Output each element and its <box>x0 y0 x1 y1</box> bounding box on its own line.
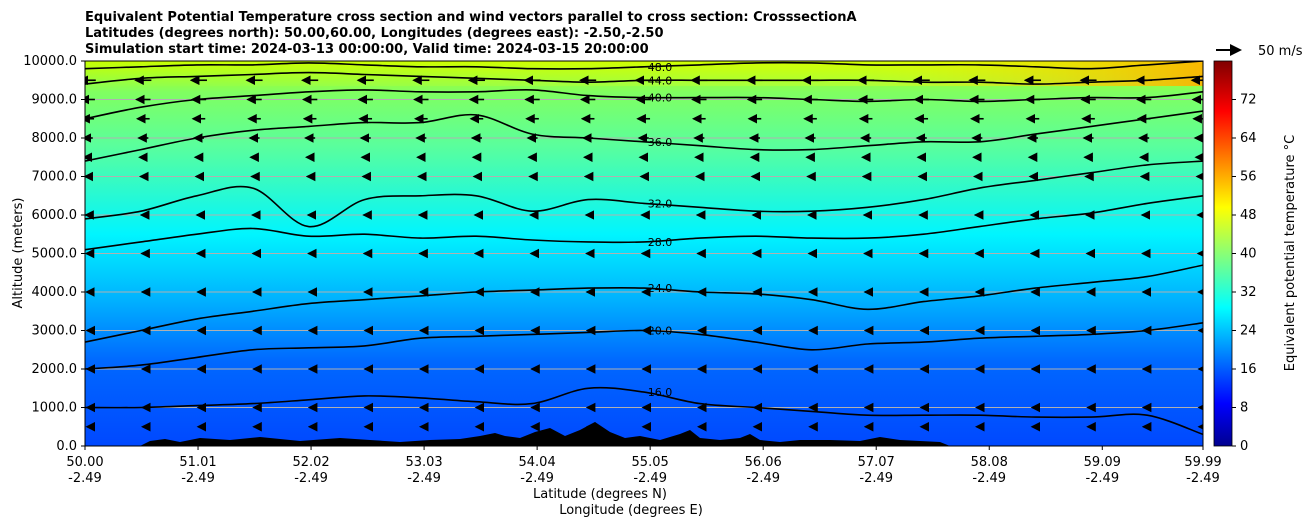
y-tick-label: 5000.0 <box>32 247 78 262</box>
x-tick-label-latitude: 56.06 <box>745 455 782 470</box>
y-tick-label: 10000.0 <box>23 54 77 69</box>
wind-vectors <box>85 75 1203 432</box>
contour-label: 24.0 <box>648 282 673 295</box>
x-tick-label-latitude: 59.99 <box>1184 455 1221 470</box>
contour-line <box>85 195 1203 251</box>
terrain <box>85 422 950 446</box>
x-tick-label-longitude: -2.49 <box>1186 471 1220 486</box>
contour-label: 44.0 <box>648 74 673 87</box>
colorbar: 0 8 16 24 32 40 48 56 64 72 Equivalent potential … <box>1213 60 1298 454</box>
y-tick-label: 7000.0 <box>32 170 78 185</box>
contour-label: 40.0 <box>648 92 673 105</box>
x-tick-label-longitude: -2.49 <box>633 471 667 486</box>
x-tick-label-latitude: 59.09 <box>1084 455 1121 470</box>
contour-line <box>85 61 1203 70</box>
colorbar-label: Equivalent potential temperature °C <box>1283 135 1298 371</box>
x-tick-label-latitude: 57.07 <box>858 455 895 470</box>
x-tick-label-longitude: -2.49 <box>859 471 893 486</box>
contour-label: 48.0 <box>648 61 673 74</box>
colorbar-tick-label: 24 <box>1240 324 1257 339</box>
x-tick-label-latitude: 55.05 <box>632 455 669 470</box>
plot-area: 16.0 20.0 24.0 28.0 32.0 36.0 40.0 44.048.0 <box>85 61 1203 446</box>
chart-title-line-3: Simulation start time: 2024-03-13 00:00:… <box>85 42 649 57</box>
colorbar-gradient <box>1213 60 1233 447</box>
y-axis-label: Altitude (meters) <box>11 198 26 309</box>
x-tick-label-longitude: -2.49 <box>294 471 328 486</box>
x-axis-label-latitude: Latitude (degrees N) <box>533 487 667 502</box>
y-axis: 0.0 1000.0 2000.0 3000.0 4000.0 5000.0 6000.0 7… <box>23 54 85 454</box>
colorbar-tick-label: 40 <box>1240 247 1257 262</box>
colorbar-ticks: 0 8 16 24 32 40 48 56 64 72 <box>1232 93 1257 454</box>
x-tick-label-latitude: 53.03 <box>405 455 442 470</box>
colorbar-tick-label: 56 <box>1240 170 1257 185</box>
y-tick-label: 6000.0 <box>32 208 78 223</box>
contour-label: 28.0 <box>648 236 673 249</box>
x-tick-label-latitude: 52.02 <box>292 455 329 470</box>
colorbar-tick-label: 16 <box>1240 362 1257 377</box>
x-tick-label-latitude: 54.04 <box>519 455 556 470</box>
colorbar-tick-label: 32 <box>1240 285 1257 300</box>
chart-title-line-1: Equivalent Potential Temperature cross s… <box>85 10 857 25</box>
wind-key-label: 50 m/s <box>1258 44 1303 59</box>
x-axis: 50.00-2.4951.01-2.4952.02-2.4953.03-2.49… <box>66 446 1222 486</box>
contour-line <box>85 160 1203 228</box>
y-tick-label: 1000.0 <box>32 401 78 416</box>
contour-label: 32.0 <box>648 197 673 210</box>
x-axis-label-longitude: Longitude (degrees E) <box>559 503 703 518</box>
y-tick-label: 9000.0 <box>32 93 78 108</box>
y-tick-label: 4000.0 <box>32 285 78 300</box>
x-tick-label-longitude: -2.49 <box>746 471 780 486</box>
x-tick-label-longitude: -2.49 <box>68 471 102 486</box>
contour-label: 16.0 <box>648 386 673 399</box>
colorbar-tick-label: 72 <box>1240 93 1257 108</box>
colorbar-tick-label: 64 <box>1240 131 1257 146</box>
y-tick-label: 8000.0 <box>32 131 78 146</box>
y-tick-label: 2000.0 <box>32 362 78 377</box>
x-tick-label-latitude: 51.01 <box>179 455 216 470</box>
x-tick-label-longitude: -2.49 <box>407 471 441 486</box>
x-tick-label-longitude: -2.49 <box>520 471 554 486</box>
colorbar-tick-label: 0 <box>1240 439 1248 454</box>
colorbar-tick-label: 48 <box>1240 208 1257 223</box>
x-tick-label-longitude: -2.49 <box>181 471 215 486</box>
y-tick-label: 3000.0 <box>32 324 78 339</box>
contour-label: 36.0 <box>648 136 673 149</box>
y-tick-label: 0.0 <box>56 439 77 454</box>
colorbar-tick-label: 8 <box>1240 401 1248 416</box>
chart-title-line-2: Latitudes (degrees north): 50.00,60.00, … <box>85 26 664 41</box>
x-tick-label-longitude: -2.49 <box>1085 471 1119 486</box>
contour-label: 20.0 <box>648 325 673 338</box>
x-tick-label-longitude: -2.49 <box>972 471 1006 486</box>
x-tick-label-latitude: 58.08 <box>971 455 1008 470</box>
wind-key: 50 m/s <box>1216 44 1303 59</box>
x-tick-label-latitude: 50.00 <box>66 455 103 470</box>
contour-line <box>85 386 1203 436</box>
